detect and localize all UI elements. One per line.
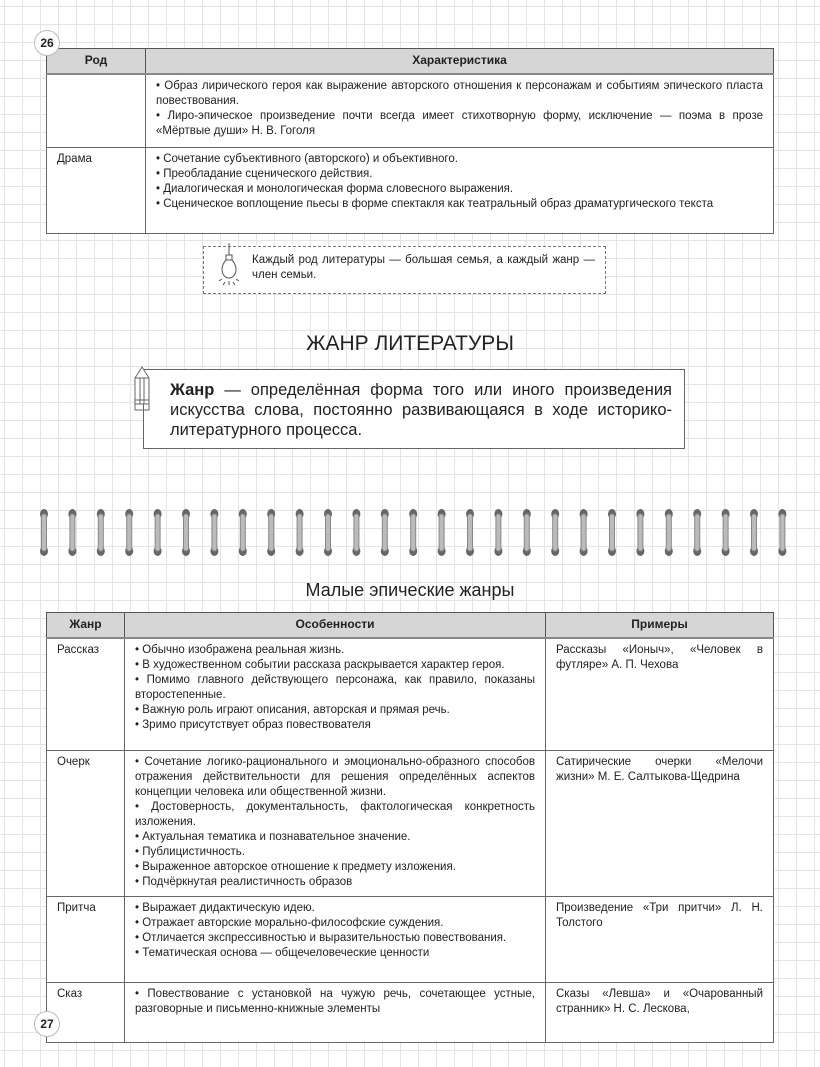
list-item: Достоверность, документальность, фактоло… <box>135 800 535 830</box>
features-cell: Обычно изображена реальная жизнь.В худож… <box>124 637 546 751</box>
list-item: Актуальная тематика и познавательное зна… <box>135 830 535 845</box>
examples-cell: Сказы «Левша» и «Очарованный странник» Н… <box>545 982 774 1043</box>
genus-cell <box>46 73 146 148</box>
genre-cell: Сказ <box>46 982 125 1043</box>
definition-text: — определённая форма того или иного прои… <box>170 381 672 439</box>
list-item: Обычно изображена реальная жизнь. <box>135 643 535 658</box>
table-row: Сказ Повествование с установкой на чужую … <box>46 982 774 1043</box>
spiral-ring <box>778 509 787 556</box>
spiral-ring <box>494 509 503 556</box>
spiral-ring <box>238 509 247 556</box>
header-features: Особенности <box>124 612 546 639</box>
pencil-icon <box>134 366 150 411</box>
spiral-ring <box>352 509 361 556</box>
spiral-ring <box>153 509 162 556</box>
features-cell: Повествование с установкой на чужую речь… <box>124 982 546 1043</box>
spiral-ring <box>295 509 304 556</box>
header-characteristic: Характеристика <box>145 48 774 75</box>
page-number-top: 26 <box>34 30 60 56</box>
header-genre: Жанр <box>46 612 125 639</box>
spiral-ring <box>267 509 276 556</box>
spiral-ring <box>40 509 48 556</box>
spiral-ring <box>636 509 645 556</box>
list-item: Преобладание сценического действия. <box>156 167 763 182</box>
list-item: Зримо присутствует образ повествователя <box>135 718 535 733</box>
examples-cell: Произведение «Три притчи» Л. Н. Толстого <box>545 896 774 983</box>
spiral-ring <box>664 509 673 556</box>
spiral-ring <box>579 509 588 556</box>
spiral-ring <box>437 509 446 556</box>
note-text: Каждый род литературы — большая семья, а… <box>252 254 595 281</box>
section-title: ЖАНР ЛИТЕРАТУРЫ <box>306 332 514 355</box>
list-item: Отражает авторские морально-философские … <box>135 916 535 931</box>
spiral-ring <box>182 509 190 556</box>
genre-cell: Притча <box>46 896 125 983</box>
list-item: Выраженное авторское отношение к предмет… <box>135 860 535 875</box>
definition-box: Жанр — определённая форма того или иного… <box>134 366 685 449</box>
definition-term: Жанр <box>170 381 215 399</box>
spiral-ring <box>608 509 616 556</box>
list-item: Диалогическая и монологическая форма сло… <box>156 182 763 197</box>
spiral-binding <box>40 509 787 556</box>
spiral-ring <box>210 509 219 556</box>
spiral-ring <box>68 509 77 556</box>
list-item: Сочетание логико-рационального и эмоцион… <box>135 755 535 800</box>
table-row: ОчеркСочетание логико-рационального и эм… <box>46 750 774 897</box>
list-item: Публицистичность. <box>135 845 535 860</box>
list-item: Сценическое воплощение пьесы в форме спе… <box>156 197 763 212</box>
header-examples: Примеры <box>545 612 774 639</box>
lightbulb-icon <box>218 243 240 286</box>
examples-cell: Сатирические очерки «Мелочи жизни» М. Е.… <box>545 750 774 897</box>
page-number-bottom: 27 <box>34 1011 60 1037</box>
table-row: Образ лирического героя как выражение ав… <box>46 73 774 148</box>
list-item: Отличается экспрессивностью и выразитель… <box>135 931 535 946</box>
table-row: Драма Сочетание субъективного (авторского… <box>46 147 774 234</box>
features-cell: Сочетание логико-рационального и эмоцион… <box>124 750 546 897</box>
list-item: Подчёркнутая реалистичность образов <box>135 875 535 890</box>
list-item: Сочетание субъективного (авторского) и о… <box>156 152 763 167</box>
spiral-ring <box>466 509 474 556</box>
tip-note: Каждый род литературы — большая семья, а… <box>203 243 606 294</box>
spiral-ring <box>380 509 389 556</box>
list-item: Образ лирического героя как выражение ав… <box>156 79 763 109</box>
list-item: В художественном событии рассказа раскры… <box>135 658 535 673</box>
table-row: РассказОбычно изображена реальная жизнь.… <box>46 637 774 751</box>
genre-cell: Очерк <box>46 750 125 897</box>
spiral-ring <box>551 509 560 556</box>
header-genus: Род <box>46 48 146 75</box>
spiral-ring <box>324 509 332 556</box>
list-item: Важную роль играют описания, авторская и… <box>135 703 535 718</box>
list-item: Выражает дидактическую идею. <box>135 901 535 916</box>
spiral-ring <box>409 509 418 556</box>
spiral-ring <box>522 509 531 556</box>
spiral-ring <box>693 509 702 556</box>
genus-cell: Драма <box>46 147 146 234</box>
table-title: Малые эпические жанры <box>305 580 515 600</box>
spiral-ring <box>750 509 758 556</box>
list-item: Лиро-эпическое произведение почти всегда… <box>156 109 763 139</box>
examples-cell: Рассказы «Ионыч», «Человек в футляре» А.… <box>545 637 774 751</box>
list-item: Повествование с установкой на чужую речь… <box>135 987 535 1017</box>
table-row: ПритчаВыражает дидактическую идею.Отража… <box>46 896 774 983</box>
spiral-ring <box>721 509 730 556</box>
features-cell: Выражает дидактическую идею.Отражает авт… <box>124 896 546 983</box>
list-item: Тематическая основа — общечеловеческие ц… <box>135 946 535 961</box>
genre-cell: Рассказ <box>46 637 125 751</box>
list-item: Помимо главного действующего персонажа, … <box>135 673 535 703</box>
spiral-ring <box>125 509 134 556</box>
spiral-ring <box>96 509 105 556</box>
